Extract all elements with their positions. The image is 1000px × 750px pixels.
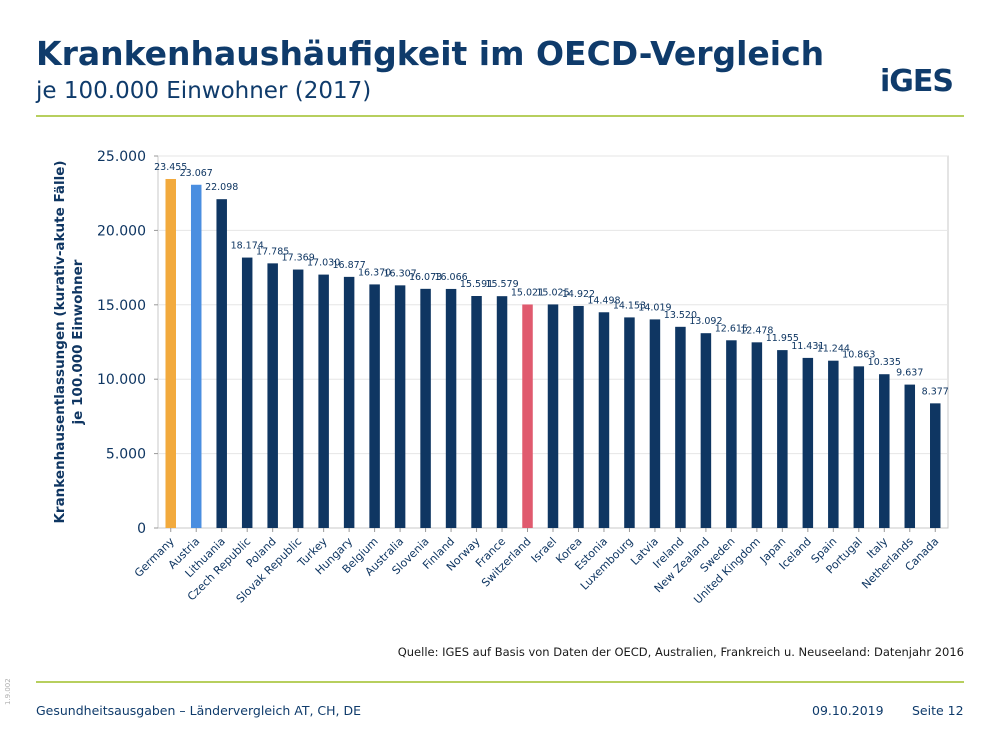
bar-italy [879,374,890,528]
x-tick-label: Israel [529,535,559,565]
data-label: 18.174 [231,241,264,252]
bar-turkey [318,274,329,528]
data-label: 16.877 [333,260,366,271]
bar-sweden [726,340,737,528]
page-title: Krankenhaushäufigkeit im OECD-Vergleich [36,34,825,73]
data-label: 17.030 [307,258,340,269]
bar-iceland [802,357,814,528]
data-label: 11.244 [817,344,850,355]
data-label: 15.591 [460,279,493,290]
data-label: 15.579 [485,279,518,290]
bar-france [496,296,508,528]
bar-slovenia [420,288,431,528]
header-divider [36,115,964,117]
data-label: 10.335 [868,357,901,368]
data-label: 11.955 [766,333,799,344]
bar-netherlands [904,384,916,528]
bar-lithuania [216,199,227,528]
bar-israel [547,304,559,528]
data-label: 23.455 [154,162,187,173]
bar-new-zealand [700,333,712,528]
data-label: 17.785 [256,246,289,257]
data-label: 8.377 [922,386,949,397]
bar-estonia [598,312,610,528]
data-label: 22.098 [205,182,238,193]
data-label: 11.431 [791,341,824,352]
bar-belgium [369,284,380,528]
footer-presentation-title: Gesundheitsausgaben – Ländervergleich AT… [36,703,362,718]
bar-canada [930,403,941,528]
data-label: 14.019 [638,302,671,313]
y-tick-label: 5.000 [106,447,146,463]
y-tick-label: 15.000 [97,298,146,314]
data-label: 15.025 [536,287,569,298]
data-label: 12.478 [740,325,773,336]
bar-czech-republic [241,257,253,528]
bar-chart: 0 5.000 10.000 15.000 20.000 25.000 Krankenhau… [52,149,949,607]
bar-germany [165,178,176,528]
data-label: 10.863 [842,349,875,360]
data-label: 12.615 [715,323,748,334]
data-label: 9.637 [896,368,923,379]
bar-norway [471,296,482,528]
y-tick-label: 0 [137,521,146,537]
bar-latvia [649,319,661,528]
bar-portugal [853,366,865,528]
data-label: 14.153 [613,300,646,311]
footer-page-number: Seite 12 [912,703,964,718]
data-label: 16.073 [409,272,442,283]
data-label: 14.498 [587,295,620,306]
bar-japan [777,350,788,528]
y-tick-label: 10.000 [97,372,146,388]
data-label: 16.370 [358,267,391,278]
bar-austria [190,184,202,528]
data-label: 13.520 [664,310,697,321]
data-label: 16.066 [434,272,467,283]
y-axis-title: Krankenhausentlassungen (kurativ-akute F… [52,160,86,523]
bar-slovak-republic [292,269,304,528]
bar-korea [573,305,584,528]
data-label: 17.369 [282,253,315,264]
bar-united-kingdom [751,342,763,528]
y-tick-label: 25.000 [97,149,146,165]
bar-spain [828,360,839,528]
bar-ireland [675,326,686,528]
bar-australia [394,285,406,528]
data-label: 23.067 [180,168,213,179]
page-subtitle: je 100.000 Einwohner (2017) [36,78,372,104]
bar-finland [445,288,457,528]
bar-hungary [343,276,355,528]
data-label: 16.307 [383,268,416,279]
data-label: 15.021 [511,287,544,298]
version-label: 1.9.002 [4,678,12,705]
y-tick-label: 20.000 [97,223,146,239]
bar-poland [267,263,278,528]
data-label: 13.092 [689,316,722,327]
iges-logo: iGES [880,64,954,99]
source-note: Quelle: IGES auf Basis von Daten der OEC… [397,645,964,659]
bar-luxembourg [624,317,635,528]
data-label: 14.922 [562,289,595,300]
footer-date: 09.10.2019 [812,703,884,718]
footer-divider [36,681,964,683]
bar-switzerland [522,304,533,528]
